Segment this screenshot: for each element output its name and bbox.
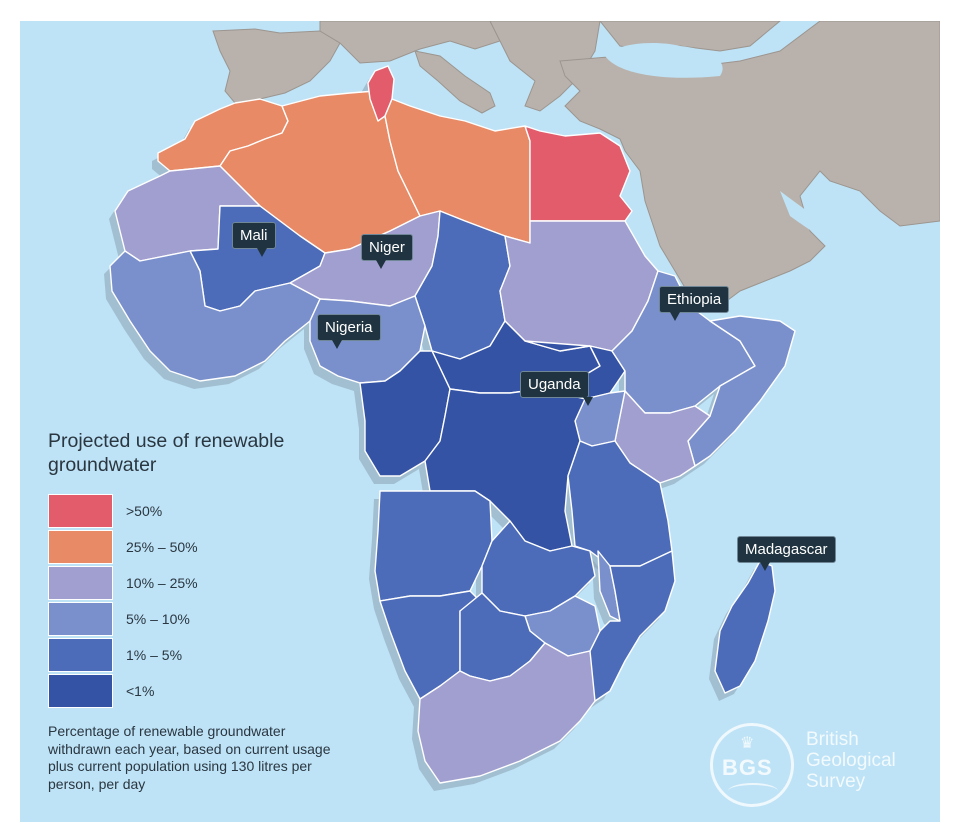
logo-line-3: Survey	[806, 771, 866, 792]
waves-icon	[728, 783, 778, 799]
logo-abbr: BGS	[722, 755, 773, 780]
legend-swatch	[48, 530, 113, 564]
logo-line-2: Geological	[806, 750, 896, 771]
legend-label: >50%	[126, 503, 163, 519]
country-angola	[374, 490, 493, 602]
africa-countries	[104, 65, 796, 791]
legend-caption: Percentage of renewable groundwater with…	[48, 723, 331, 792]
legend-swatch	[48, 638, 113, 672]
bgs-logo: ♛ BGS British Geological Survey	[710, 723, 940, 813]
map-frame: Mali Niger Nigeria Ethiopia Uganda Madag…	[20, 21, 940, 822]
legend-item: <1%	[48, 673, 368, 709]
black-sea	[605, 43, 723, 78]
legend-item: 25% – 50%	[48, 529, 368, 565]
callout-nigeria: Nigeria	[317, 314, 381, 349]
legend-label: 5% – 10%	[126, 611, 190, 627]
crown-icon: ♛	[740, 735, 755, 752]
italy	[414, 50, 496, 114]
legend-label: <1%	[126, 683, 155, 699]
france-central-europe	[319, 21, 501, 64]
legend-items: >50% 25% – 50% 10% – 25% 5% – 10% 1% – 5% <1%	[48, 493, 368, 709]
legend-item: 5% – 10%	[48, 601, 368, 637]
balkans-greece	[489, 21, 601, 112]
legend-item: 10% – 25%	[48, 565, 368, 601]
iberia	[212, 28, 341, 104]
logo-ring	[710, 723, 794, 807]
legend-label: 10% – 25%	[126, 575, 198, 591]
legend: Projected use of renewable groundwater >…	[48, 429, 368, 709]
legend-swatch	[48, 674, 113, 708]
callout-uganda: Uganda	[520, 371, 593, 406]
country-mozambique	[584, 550, 676, 702]
country-somalia	[687, 315, 796, 467]
country-egypt	[524, 125, 633, 222]
callout-madagascar: Madagascar	[737, 536, 836, 571]
legend-swatch	[48, 602, 113, 636]
legend-label: 1% – 5%	[126, 647, 183, 663]
legend-item: 1% – 5%	[48, 637, 368, 673]
legend-swatch	[48, 494, 113, 528]
africa-map	[104, 21, 940, 791]
logo-name: British Geological Survey	[806, 729, 896, 792]
logo-line-1: British	[806, 729, 859, 750]
callout-mali: Mali	[232, 222, 276, 257]
country-south-africa	[417, 642, 596, 784]
persian-gulf	[780, 191, 857, 256]
callout-niger: Niger	[361, 234, 413, 269]
country-madagascar	[714, 560, 776, 694]
legend-title: Projected use of renewable groundwater	[48, 430, 285, 476]
legend-label: 25% – 50%	[126, 539, 198, 555]
callout-ethiopia: Ethiopia	[659, 286, 730, 321]
turkey-middle-east-asia	[559, 21, 940, 312]
legend-swatch	[48, 566, 113, 600]
legend-item: >50%	[48, 493, 368, 529]
other-land	[212, 21, 940, 312]
